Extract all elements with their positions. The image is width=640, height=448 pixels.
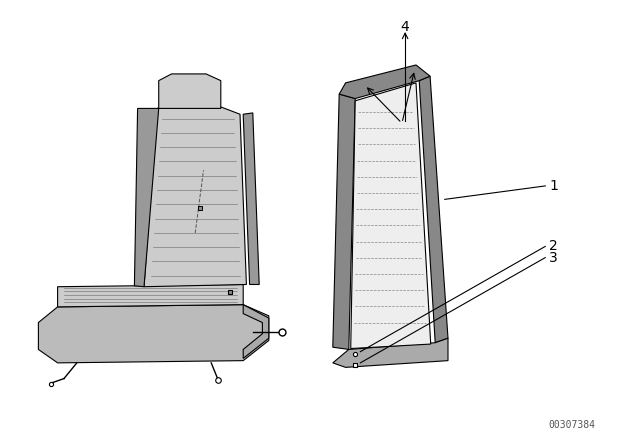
Polygon shape bbox=[144, 101, 246, 287]
Polygon shape bbox=[58, 284, 243, 307]
Polygon shape bbox=[339, 65, 430, 99]
Text: 4: 4 bbox=[401, 20, 410, 34]
Polygon shape bbox=[134, 108, 159, 287]
Polygon shape bbox=[159, 74, 221, 108]
Text: 2: 2 bbox=[549, 239, 558, 254]
Text: 00307384: 00307384 bbox=[548, 420, 595, 430]
Text: 1: 1 bbox=[549, 179, 558, 193]
Polygon shape bbox=[333, 338, 448, 367]
Polygon shape bbox=[243, 305, 269, 358]
Polygon shape bbox=[243, 113, 259, 284]
Polygon shape bbox=[351, 83, 431, 349]
Polygon shape bbox=[419, 76, 448, 343]
Polygon shape bbox=[333, 94, 355, 349]
Text: 3: 3 bbox=[549, 250, 558, 265]
Polygon shape bbox=[38, 305, 269, 363]
